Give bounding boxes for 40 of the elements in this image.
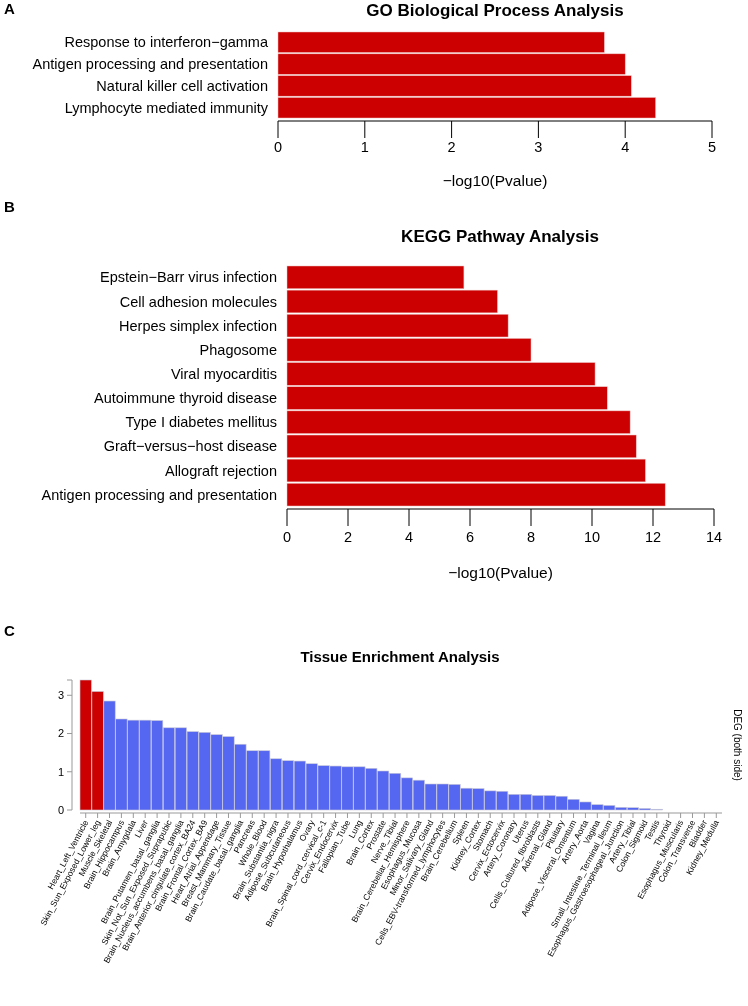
x-tick-label: 6 bbox=[465, 529, 475, 545]
x-tick-label: 1 bbox=[360, 139, 369, 155]
chart-title: KEGG Pathway Analysis bbox=[401, 227, 599, 246]
y-tick-label: Natural killer cell activation bbox=[96, 77, 268, 94]
chart-title: Tissue Enrichment Analysis bbox=[300, 648, 500, 665]
y-tick-label: Graft−versus−host disease bbox=[103, 438, 277, 455]
y-tick-label: 2 bbox=[57, 727, 64, 740]
x-tick-label: 4 bbox=[621, 139, 630, 155]
y-tick-label: Herpes simplex infection bbox=[119, 317, 277, 334]
y-tick-label: Allograft rejection bbox=[164, 462, 277, 479]
y-tick-label: Autoimmune thyroid disease bbox=[94, 390, 277, 407]
x-tick-label: 4 bbox=[404, 529, 414, 545]
y-tick-label: Lymphocyte mediated immunity bbox=[64, 99, 269, 116]
x-tick-label: 5 bbox=[707, 139, 717, 155]
y-tick-label: Antigen processing and presentation bbox=[32, 56, 268, 73]
y-tick-label: 0 bbox=[57, 803, 64, 816]
x-tick-label: 3 bbox=[534, 139, 543, 155]
y-tick-label: Response to interferon−gamma bbox=[64, 34, 269, 51]
x-tick-label: 0 bbox=[282, 529, 292, 545]
x-tick-label: 2 bbox=[343, 529, 353, 545]
chart-title: GO Biological Process Analysis bbox=[366, 1, 624, 20]
x-tick-label: 14 bbox=[705, 529, 723, 545]
x-tick-label: 12 bbox=[644, 529, 662, 545]
x-tick-label: 10 bbox=[583, 529, 601, 545]
y-tick-label: Cell adhesion molecules bbox=[119, 293, 277, 310]
y-tick-label: Viral myocarditis bbox=[170, 366, 277, 382]
text: B bbox=[4, 198, 15, 215]
y-tick-label: Phagosome bbox=[199, 341, 277, 358]
x-axis-title: −log10(Pvalue) bbox=[448, 564, 553, 581]
y-tick-label: Epstein−Barr virus infection bbox=[100, 269, 277, 286]
x-tick-label: 8 bbox=[526, 529, 536, 545]
x-axis-title: −log10(Pvalue) bbox=[442, 172, 548, 189]
text: C bbox=[4, 622, 15, 639]
x-tick-label: 2 bbox=[447, 139, 456, 155]
text: A bbox=[4, 0, 15, 17]
y-tick-label: Type I diabetes mellitus bbox=[125, 414, 277, 431]
y-axis-title: DEG (both side) bbox=[732, 709, 743, 781]
y-tick-label: 3 bbox=[57, 689, 64, 702]
y-tick-label: Antigen processing and presentation bbox=[41, 486, 277, 503]
y-tick-label: 1 bbox=[57, 765, 64, 778]
